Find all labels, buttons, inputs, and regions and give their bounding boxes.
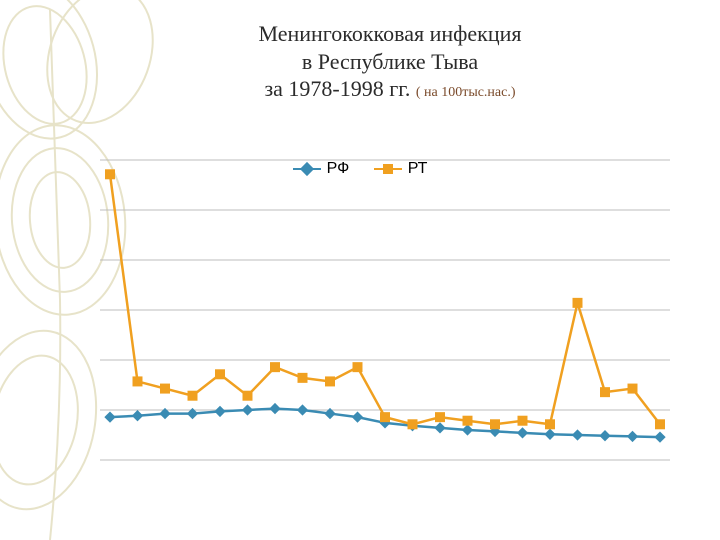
chart-plot-area xyxy=(100,150,670,470)
marker-РТ xyxy=(215,369,225,379)
marker-РТ xyxy=(325,376,335,386)
marker-РФ xyxy=(434,422,445,433)
marker-РТ xyxy=(380,412,390,422)
marker-РТ xyxy=(545,419,555,429)
marker-РТ xyxy=(490,419,500,429)
marker-РТ xyxy=(133,376,143,386)
legend-label-rt: РТ xyxy=(408,160,428,178)
marker-РТ xyxy=(463,416,473,426)
marker-РФ xyxy=(572,429,583,440)
marker-РТ xyxy=(160,384,170,394)
marker-РФ xyxy=(132,410,143,421)
marker-РТ xyxy=(243,391,253,401)
title-line-2: в Республике Тыва xyxy=(100,48,680,76)
marker-РФ xyxy=(599,430,610,441)
marker-РФ xyxy=(352,411,363,422)
legend-marker-rt xyxy=(374,163,402,175)
chart-legend: РФ РТ xyxy=(0,160,720,180)
marker-РФ xyxy=(627,431,638,442)
chart-svg xyxy=(100,150,670,470)
marker-РФ xyxy=(462,424,473,435)
marker-РТ xyxy=(435,412,445,422)
marker-РФ xyxy=(654,431,665,442)
marker-РТ xyxy=(408,419,418,429)
marker-РФ xyxy=(517,427,528,438)
marker-РТ xyxy=(270,362,280,372)
marker-РТ xyxy=(600,387,610,397)
marker-РТ xyxy=(628,384,638,394)
marker-РТ xyxy=(573,298,583,308)
chart-title: Менингококковая инфекция в Республике Ты… xyxy=(100,20,680,103)
title-line-3: за 1978-1998 гг. ( на 100тыс.нас.) xyxy=(100,75,680,103)
marker-РФ xyxy=(297,404,308,415)
marker-РФ xyxy=(242,404,253,415)
legend-label-rf: РФ xyxy=(327,160,350,178)
title-line-1: Менингококковая инфекция xyxy=(100,20,680,48)
marker-РТ xyxy=(353,362,363,372)
marker-РФ xyxy=(214,406,225,417)
marker-РФ xyxy=(544,429,555,440)
legend-item-rt: РТ xyxy=(374,160,428,178)
legend-item-rf: РФ xyxy=(293,160,350,178)
legend-marker-rf xyxy=(293,163,321,175)
marker-РФ xyxy=(269,403,280,414)
marker-РТ xyxy=(655,419,665,429)
marker-РТ xyxy=(298,373,308,383)
marker-РТ xyxy=(188,391,198,401)
marker-РФ xyxy=(104,411,115,422)
marker-РТ xyxy=(518,416,528,426)
